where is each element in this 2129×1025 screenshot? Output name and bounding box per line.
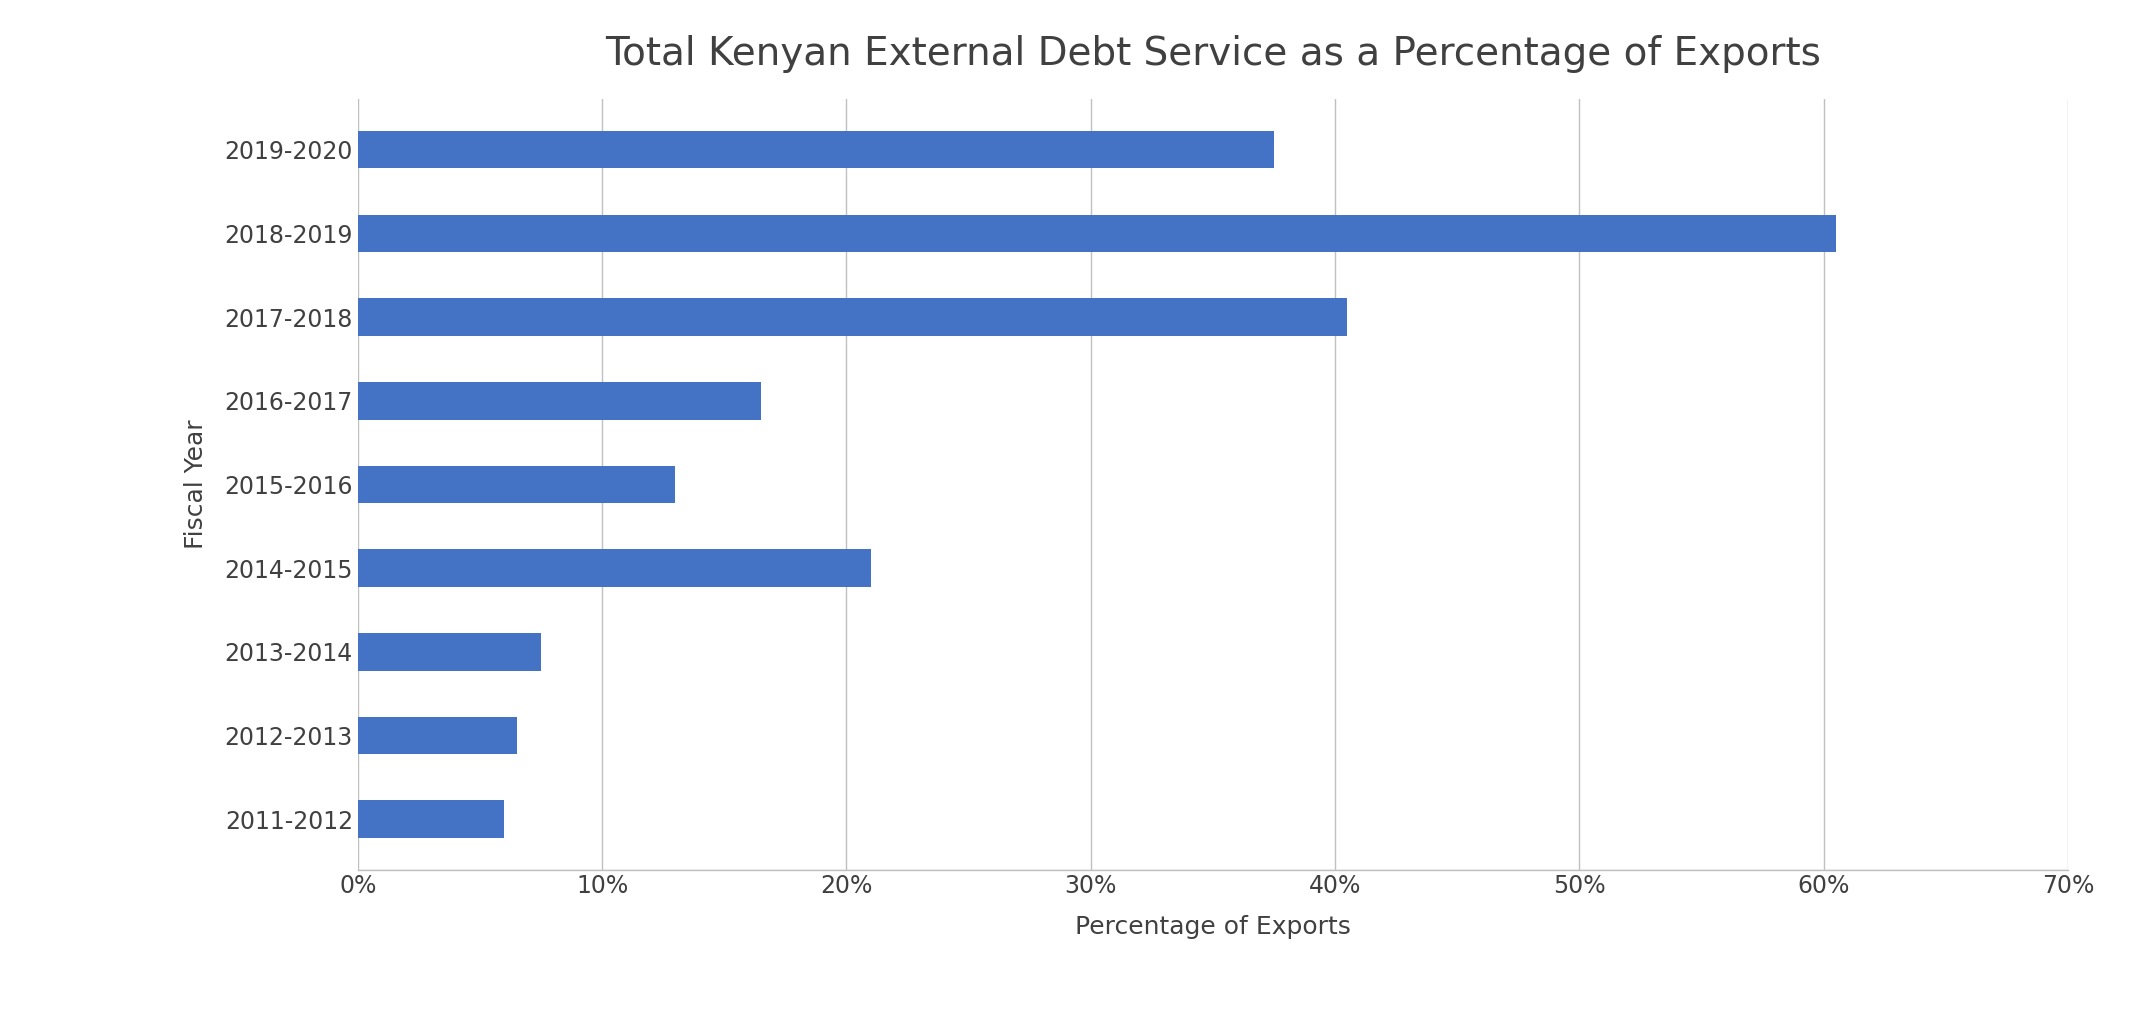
Bar	[358, 716, 517, 754]
Bar	[358, 465, 675, 503]
Bar	[358, 298, 1348, 336]
Bar	[358, 131, 1273, 168]
Bar	[358, 382, 760, 419]
Bar	[358, 549, 871, 587]
Y-axis label: Fiscal Year: Fiscal Year	[183, 419, 209, 549]
Bar	[358, 214, 1835, 252]
Title: Total Kenyan External Debt Service as a Percentage of Exports: Total Kenyan External Debt Service as a …	[605, 35, 1820, 73]
Bar	[358, 801, 505, 838]
X-axis label: Percentage of Exports: Percentage of Exports	[1075, 915, 1352, 939]
Bar	[358, 633, 541, 670]
